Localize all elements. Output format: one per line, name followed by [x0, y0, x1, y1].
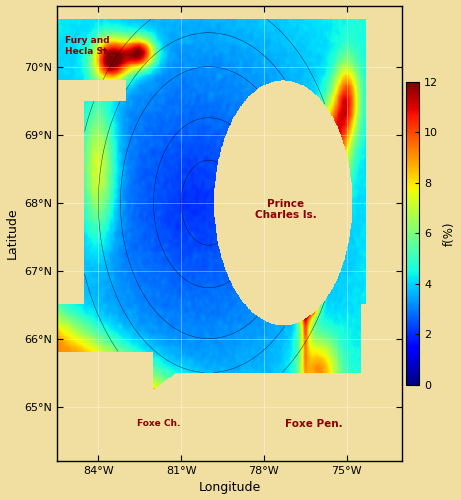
Text: Foxe Ch.: Foxe Ch.	[137, 419, 181, 428]
X-axis label: Longitude: Longitude	[198, 482, 260, 494]
Y-axis label: Latitude: Latitude	[6, 208, 18, 259]
Text: Fury and
Hecla St.: Fury and Hecla St.	[65, 36, 111, 56]
Text: Foxe Pen.: Foxe Pen.	[285, 418, 343, 428]
Y-axis label: f(%): f(%)	[443, 221, 455, 246]
Text: Prince
Charles Is.: Prince Charles Is.	[255, 198, 317, 220]
